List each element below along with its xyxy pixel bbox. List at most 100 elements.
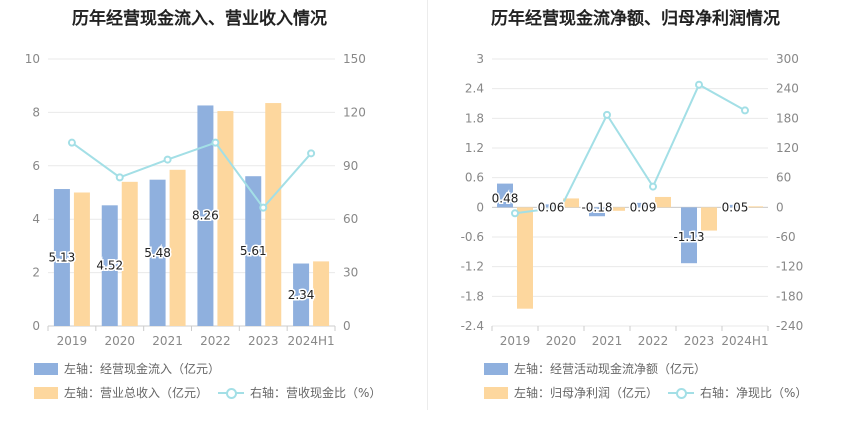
bar-data-label: 5.48	[144, 246, 171, 260]
y-left-tick-label: 2.4	[465, 82, 484, 96]
y-right-tick-label: -60	[776, 230, 796, 244]
bar	[609, 207, 625, 211]
bar	[497, 183, 513, 208]
y-right-tick-label: 60	[343, 212, 358, 226]
y-right-tick-label: 120	[343, 105, 366, 119]
legend-item-revenue-cash-ratio[interactable]: 右轴：营收现金比（%）	[218, 384, 381, 401]
line-point	[603, 110, 611, 119]
legend-line-marker	[668, 387, 694, 399]
x-tick-label: 2022	[638, 334, 669, 348]
bar-data-label: 5.61	[240, 244, 267, 258]
bar	[169, 169, 186, 326]
y-right-tick-label: 0	[776, 200, 784, 214]
bar-data-label: 4.52	[96, 259, 123, 273]
y-left-tick-label: 4	[32, 212, 40, 226]
panel-divider	[427, 0, 428, 410]
x-tick-label: 2021	[152, 334, 183, 348]
legend-label: 左轴：营业总收入（亿元）	[64, 386, 209, 400]
y-right-tick-label: 300	[776, 52, 799, 66]
x-tick-label: 2019	[57, 334, 88, 348]
x-tick-label: 2024H1	[287, 334, 334, 348]
right-chart-title: 历年经营现金流净额、归母净利润情况	[491, 9, 780, 29]
y-right-tick-label: 180	[776, 111, 799, 125]
bar	[747, 206, 763, 208]
bar	[101, 205, 118, 326]
y-right-tick-label: -120	[776, 260, 803, 274]
line-point	[163, 155, 172, 164]
bar	[589, 207, 605, 217]
bar-data-label: -0.18	[581, 200, 612, 214]
legend-label: 右轴：营收现金比（%）	[250, 386, 382, 400]
legend-swatch	[34, 362, 58, 375]
bar	[73, 192, 90, 326]
bar	[517, 207, 533, 309]
x-tick-label: 2020	[104, 334, 135, 348]
x-tick-label: 2020	[546, 334, 577, 348]
legend-item-net-profit[interactable]: 左轴：归母净利润（亿元）	[484, 384, 658, 401]
y-left-tick-label: 3	[476, 52, 484, 66]
line-point	[649, 182, 657, 191]
legend-item-cash-inflow[interactable]: 左轴：经营现金流入（亿元）	[34, 360, 220, 377]
legend-label: 左轴：经营现金流入（亿元）	[64, 362, 221, 376]
legend-label: 右轴：净现比（%）	[700, 386, 808, 400]
line-point	[307, 149, 316, 158]
legend-item-revenue[interactable]: 左轴：营业总收入（亿元）	[34, 384, 208, 401]
bar	[701, 207, 717, 231]
y-right-tick-label: -240	[776, 319, 803, 333]
bar	[563, 198, 579, 208]
bar	[655, 196, 671, 208]
x-tick-label: 2019	[500, 334, 531, 348]
line-point	[115, 173, 124, 182]
bar-data-label: 0.48	[492, 191, 519, 205]
y-left-tick-label: 10	[25, 52, 40, 66]
x-tick-label: 2022	[200, 334, 231, 348]
x-tick-label: 2023	[684, 334, 715, 348]
y-left-tick-label: -1.2	[461, 260, 484, 274]
line-point	[511, 209, 519, 218]
bar	[543, 204, 559, 208]
legend-swatch	[484, 386, 508, 399]
y-left-tick-label: 1.8	[465, 111, 484, 125]
y-left-tick-label: -1.8	[461, 289, 484, 303]
y-right-tick-label: 0	[343, 319, 351, 333]
bar	[635, 202, 651, 208]
bar	[217, 111, 234, 326]
line-point	[557, 203, 565, 212]
y-left-tick-label: -2.4	[461, 319, 484, 333]
series-line	[514, 83, 746, 215]
y-left-tick-label: 6	[32, 159, 40, 173]
bar-data-label: 2.34	[288, 288, 315, 302]
line-point	[741, 106, 749, 115]
y-left-tick-label: 0	[32, 319, 40, 333]
line-point	[695, 80, 703, 89]
bar	[149, 179, 166, 326]
y-right-tick-label: 90	[343, 159, 358, 173]
legend-item-net-cash-ratio[interactable]: 右轴：净现比（%）	[668, 384, 807, 401]
x-tick-label: 2024H1	[721, 334, 768, 348]
bar	[727, 204, 743, 208]
y-right-tick-label: 60	[776, 171, 791, 185]
y-right-tick-label: 240	[776, 82, 799, 96]
bar-data-label: 8.26	[192, 209, 219, 223]
bar	[293, 263, 310, 326]
bar	[53, 189, 70, 326]
y-right-tick-label: 120	[776, 141, 799, 155]
legend-swatch	[34, 386, 58, 399]
bar	[265, 103, 282, 327]
left-chart-title: 历年经营现金流入、营业收入情况	[72, 9, 327, 29]
x-tick-label: 2021	[592, 334, 623, 348]
bar-data-label: 5.13	[49, 251, 76, 265]
line-point	[67, 138, 76, 147]
y-right-tick-label: 30	[343, 266, 358, 280]
legend-label: 左轴：经营活动现金流净额（亿元）	[514, 362, 707, 376]
y-right-tick-label: -180	[776, 289, 803, 303]
y-left-tick-label: 0.6	[465, 171, 484, 185]
bar-data-label: -1.13	[673, 230, 704, 244]
y-left-tick-label: 1.2	[465, 141, 484, 155]
bar	[245, 176, 262, 326]
legend-item-net-cash-flow[interactable]: 左轴：经营活动现金流净额（亿元）	[484, 360, 706, 377]
x-tick-label: 2023	[248, 334, 279, 348]
legend-swatch	[484, 362, 508, 375]
bar-data-label: 0.06	[538, 200, 565, 214]
